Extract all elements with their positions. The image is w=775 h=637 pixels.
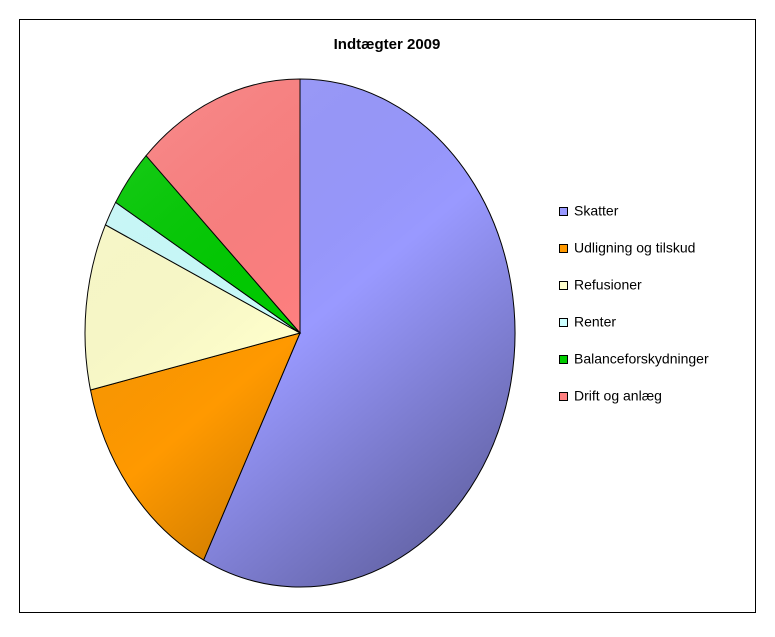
legend-swatch xyxy=(559,392,568,401)
legend-label: Balanceforskydninger xyxy=(574,351,709,367)
legend-swatch xyxy=(559,318,568,327)
legend-label: Udligning og tilskud xyxy=(574,240,695,256)
legend-swatch xyxy=(559,207,568,216)
legend-label: Refusioner xyxy=(574,277,642,293)
legend-swatch xyxy=(559,355,568,364)
legend-swatch xyxy=(559,281,568,290)
legend-label: Renter xyxy=(574,314,616,330)
legend-label: Skatter xyxy=(574,203,619,219)
legend-swatch xyxy=(559,244,568,253)
chart-title: Indtægter 2009 xyxy=(334,36,441,53)
legend-label: Drift og anlæg xyxy=(574,388,662,404)
